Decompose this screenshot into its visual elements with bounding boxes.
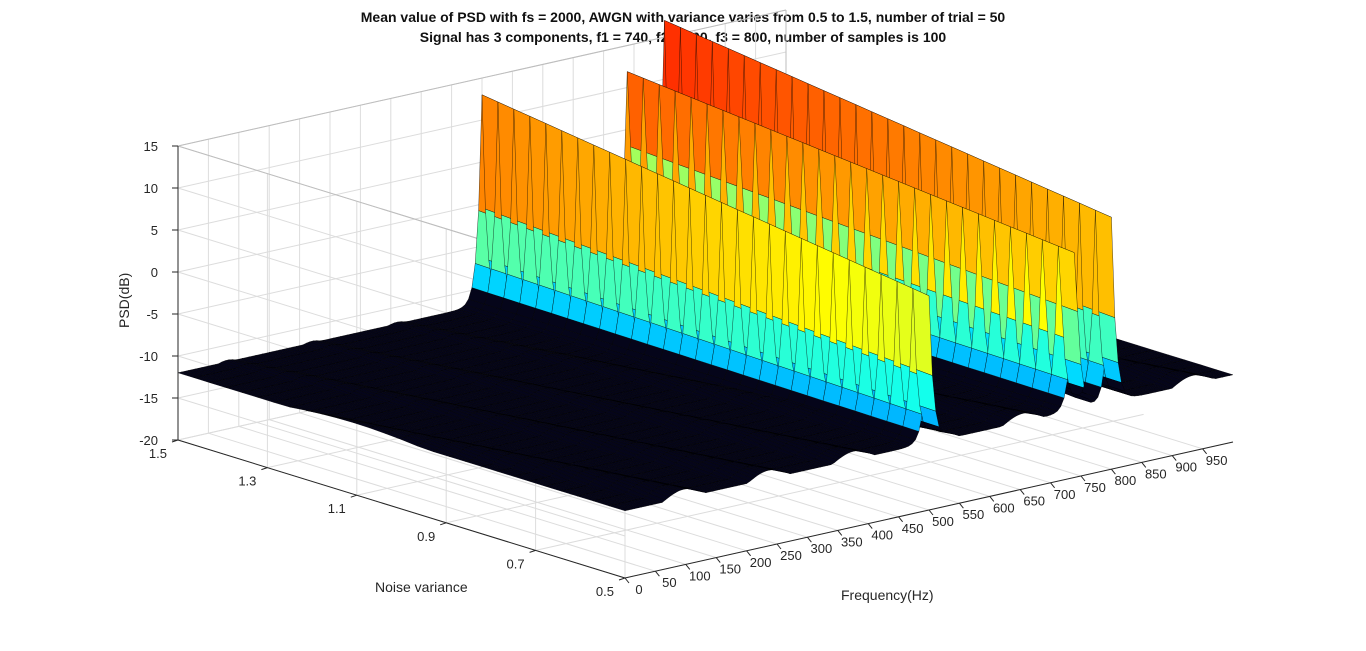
y-axis-line (177, 439, 626, 579)
y-tick (350, 494, 357, 498)
x-tick (807, 536, 812, 543)
x-tick (898, 516, 903, 523)
x-tick (624, 577, 630, 584)
x-tick (746, 550, 751, 557)
x-tick (715, 557, 721, 563)
x-tick (685, 564, 691, 570)
x-tick (989, 496, 995, 502)
x-tick (1202, 448, 1207, 455)
x-tick (1050, 482, 1055, 489)
gridline (535, 413, 1144, 551)
chart-title-line1: Mean value of PSD with fs = 2000, AWGN w… (360, 9, 1006, 25)
y-tick (529, 549, 536, 553)
x-tick (867, 523, 873, 529)
x-tick (776, 543, 782, 550)
gridline (177, 397, 626, 537)
y-tick (440, 522, 447, 526)
x-tick (959, 502, 964, 509)
x-tick (928, 509, 934, 516)
gridline (299, 412, 747, 552)
gridline (238, 425, 686, 565)
axes-layer (171, 145, 1234, 584)
y-tick (618, 577, 626, 581)
x-tick (1019, 489, 1025, 495)
x-tick (655, 570, 660, 577)
y-tick (261, 467, 268, 471)
gridline (208, 432, 656, 572)
x-tick (1141, 462, 1147, 468)
surface-layer (177, 20, 1234, 511)
gridline (269, 419, 717, 559)
x-tick (837, 530, 843, 536)
x-tick (1171, 455, 1177, 461)
x-tick (1080, 475, 1086, 482)
x-tick (1111, 468, 1116, 475)
